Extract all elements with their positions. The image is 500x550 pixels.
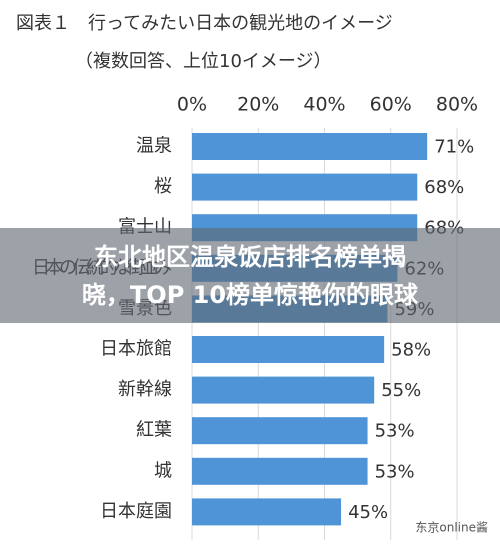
- bar: [192, 457, 368, 485]
- bar: [192, 417, 368, 445]
- chart-title: 図表１ 行ってみたい日本の観光地のイメージ: [16, 13, 393, 34]
- value-label: 53%: [375, 461, 415, 482]
- bar: [192, 498, 342, 526]
- x-tick-label: 80%: [436, 94, 478, 116]
- x-tick-label: 40%: [303, 94, 345, 116]
- banner-bg: [0, 228, 500, 323]
- x-tick-label: 60%: [370, 94, 412, 116]
- x-tick-label: 0%: [177, 94, 207, 116]
- category-label: 温泉: [136, 136, 172, 157]
- bar: [192, 336, 385, 363]
- category-label: 新幹線: [118, 379, 172, 400]
- value-label: 45%: [348, 502, 388, 523]
- category-label: 日本旅館: [100, 339, 172, 360]
- value-label: 71%: [434, 137, 474, 158]
- category-label: 日本庭園: [100, 501, 172, 522]
- value-label: 53%: [375, 421, 415, 442]
- chart-subtitle: （複数回答、上位10イメージ）: [75, 51, 332, 72]
- category-label: 紅葉: [136, 420, 172, 441]
- value-label: 68%: [424, 177, 464, 198]
- banner-line: 晓，TOP 10榜单惊艳你的眼球: [82, 281, 419, 309]
- bar: [192, 173, 418, 201]
- bar: [192, 133, 428, 160]
- value-label: 58%: [391, 340, 431, 361]
- category-label: 城: [154, 460, 172, 481]
- bar: [192, 376, 375, 404]
- value-label: 55%: [381, 380, 421, 401]
- watermark: 东京online酱: [415, 520, 488, 535]
- x-tick-label: 20%: [237, 94, 279, 116]
- category-label: 桜: [154, 176, 172, 197]
- banner-line: 东北地区温泉饭店排名榜单揭: [94, 243, 406, 271]
